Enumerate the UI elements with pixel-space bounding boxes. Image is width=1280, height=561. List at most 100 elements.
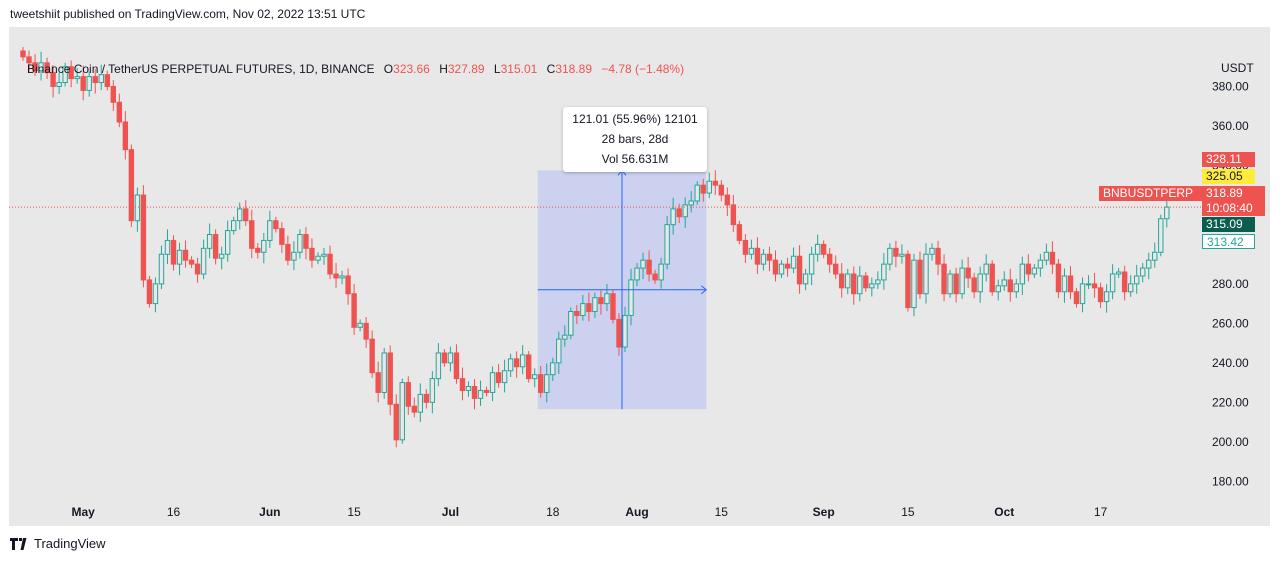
candle-body <box>712 180 718 186</box>
candle-body <box>959 267 965 295</box>
candle-body <box>50 72 56 87</box>
candle-body <box>44 62 50 74</box>
candle-body <box>134 194 141 222</box>
x-tick-label: 18 <box>546 505 560 519</box>
candle-body <box>285 243 291 261</box>
candle-body <box>556 338 562 364</box>
x-tick-label: Aug <box>625 505 648 519</box>
candle-body <box>917 259 923 295</box>
candle-body <box>495 372 502 384</box>
candle-body <box>86 76 92 91</box>
legend-title: Binance Coin / TetherUS PERPETUAL FUTURE… <box>27 62 375 76</box>
candle-body <box>845 273 851 289</box>
candle-body <box>507 358 514 372</box>
candle-body <box>778 263 785 275</box>
candle-body <box>375 372 381 393</box>
legend-open-label: O <box>383 62 394 76</box>
candle-body <box>905 253 911 309</box>
candle-body <box>188 259 195 265</box>
candlestick-chart[interactable]: 180.00200.00220.00240.00260.00280.00300.… <box>9 27 1270 526</box>
candle-body <box>32 62 38 72</box>
high-price-label: 328.11 <box>1202 152 1255 167</box>
candle-body <box>1043 251 1050 261</box>
y-tick-label: 180.00 <box>1212 474 1249 488</box>
candle-body <box>297 234 303 253</box>
candle-body <box>212 234 219 259</box>
currency-label: USDT <box>1221 61 1254 75</box>
candle-body <box>393 403 399 441</box>
candle-body <box>730 204 737 226</box>
candle-body <box>941 263 947 295</box>
candle-body <box>1146 259 1152 269</box>
candle-body <box>501 370 508 384</box>
candle-body <box>989 263 995 293</box>
y-tick-label: 360.00 <box>1212 119 1249 133</box>
candle-body <box>820 243 827 255</box>
candle-body <box>74 76 80 80</box>
candle-body <box>1049 251 1056 265</box>
candle-body <box>140 194 147 281</box>
candle-body <box>345 275 351 295</box>
candle-body <box>983 263 989 275</box>
y-tick-label: 200.00 <box>1212 435 1249 449</box>
candle-body <box>158 253 165 285</box>
candle-body <box>538 374 544 393</box>
candle-body <box>519 354 526 368</box>
candle-body <box>929 247 935 255</box>
candle-body <box>249 220 255 249</box>
candle-body <box>273 220 279 230</box>
x-tick-label: Oct <box>994 505 1014 519</box>
candle-body <box>682 204 688 218</box>
candle-body <box>953 273 959 295</box>
candle-body <box>1134 275 1140 285</box>
symbol-legend[interactable]: Binance Coin / TetherUS PERPETUAL FUTURE… <box>27 62 684 76</box>
y-tick-label: 260.00 <box>1212 316 1249 330</box>
candle-body <box>851 273 857 295</box>
candle-body <box>760 253 767 265</box>
candle-body <box>435 352 442 380</box>
y-tick-label: 380.00 <box>1212 79 1249 93</box>
candle-body <box>176 249 183 265</box>
candle-body <box>550 362 556 376</box>
y-tick-label: 280.00 <box>1212 277 1249 291</box>
candle-body <box>92 76 98 84</box>
candle-body <box>26 56 32 64</box>
candle-body <box>911 259 917 309</box>
candle-body <box>170 239 177 265</box>
candle-body <box>1164 206 1170 220</box>
candle-body <box>598 297 604 305</box>
candle-body <box>965 267 971 279</box>
candle-body <box>237 208 243 222</box>
candle-body <box>1140 267 1146 277</box>
candle-body <box>923 253 929 295</box>
footer-brand[interactable]: TradingView <box>10 536 106 551</box>
candle-body <box>640 259 646 269</box>
candle-body <box>1085 283 1092 286</box>
candle-body <box>1079 283 1086 305</box>
legend-high-label: H <box>439 62 448 76</box>
candle-body <box>387 352 393 405</box>
publish-info: tweetshiit published on TradingView.com,… <box>10 7 366 21</box>
candle-body <box>80 76 86 91</box>
candle-body <box>309 247 315 261</box>
chart-panel[interactable]: 180.00200.00220.00240.00260.00280.00300.… <box>9 27 1270 526</box>
legend-low-label: L <box>493 62 501 76</box>
symbol-label: BNBUSDTPERP <box>1099 186 1202 201</box>
measure-bars: 28 bars, 28d <box>601 132 669 146</box>
measure-volume: Vol 56.631M <box>601 152 669 166</box>
candle-body <box>1073 291 1080 305</box>
candle-body <box>146 279 153 305</box>
candle-body <box>513 358 520 368</box>
candle-body <box>465 386 472 391</box>
candle-body <box>574 311 580 316</box>
candle-body <box>104 74 110 87</box>
candle-body <box>688 200 694 206</box>
candle-body <box>471 386 478 399</box>
candle-body <box>363 322 369 340</box>
candle-body <box>279 228 285 245</box>
candle-body <box>1097 287 1104 303</box>
candle-body <box>748 247 755 255</box>
candle-body <box>291 251 297 261</box>
candle-body <box>525 354 532 380</box>
candle-body <box>116 101 123 123</box>
